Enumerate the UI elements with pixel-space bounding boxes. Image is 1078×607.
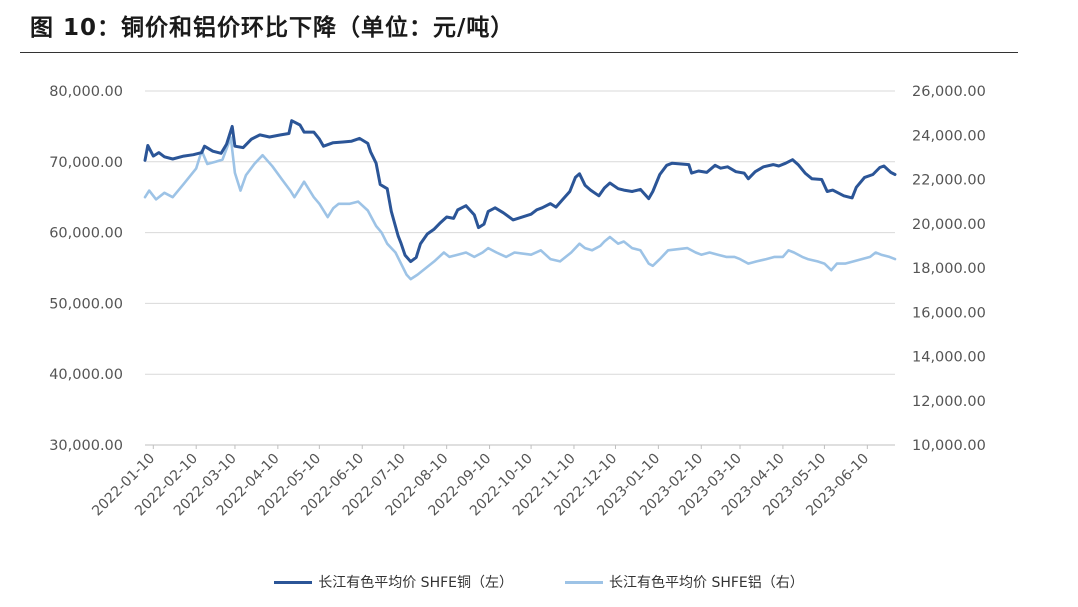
- legend-item-aluminum[interactable]: 长江有色平均价 SHFE铝（右）: [565, 572, 804, 592]
- series-lines: [143, 119, 897, 281]
- grid-lines: [145, 90, 895, 446]
- left-y-tick-label: 80,000.00: [49, 84, 123, 100]
- right-y-tick-label: 18,000.00: [912, 261, 986, 277]
- left-y-tick-label: 30,000.00: [49, 438, 123, 454]
- right-y-tick-label: 10,000.00: [912, 438, 986, 454]
- right-y-tick-label: 20,000.00: [912, 217, 986, 233]
- left-y-axis-labels: 30,000.00 40,000.00 50,000.00 60,000.00 70,0…: [49, 84, 123, 454]
- left-y-tick-label: 70,000.00: [49, 155, 123, 171]
- legend-label-copper: 长江有色平均价 SHFE铜（左）: [318, 575, 513, 591]
- x-axis: 2022-01-102022-02-102022-03-102022-04-10…: [89, 444, 895, 519]
- series-line-aluminum: [143, 136, 897, 281]
- left-y-tick-label: 40,000.00: [49, 367, 123, 383]
- right-y-tick-label: 26,000.00: [912, 84, 986, 100]
- legend-label-aluminum: 长江有色平均价 SHFE铝（右）: [609, 575, 804, 591]
- right-y-tick-label: 16,000.00: [912, 305, 986, 321]
- chart-legend: 长江有色平均价 SHFE铜（左） 长江有色平均价 SHFE铝（右）: [0, 572, 1078, 592]
- legend-swatch-aluminum: [565, 580, 603, 584]
- title-divider: [20, 52, 1018, 53]
- right-y-axis-labels: 10,000.00 12,000.00 14,000.00 16,000.00 18,0…: [912, 84, 986, 454]
- legend-swatch-copper: [274, 580, 313, 584]
- legend-item-copper[interactable]: 长江有色平均价 SHFE铜（左）: [274, 572, 513, 592]
- right-y-tick-label: 22,000.00: [912, 173, 986, 189]
- left-y-tick-label: 50,000.00: [49, 296, 123, 312]
- right-y-tick-label: 14,000.00: [912, 350, 986, 366]
- figure-title: 图 10：铜价和铝价环比下降（单位：元/吨）: [30, 15, 515, 41]
- right-y-tick-label: 12,000.00: [912, 394, 986, 410]
- series-line-copper: [143, 119, 897, 264]
- right-y-tick-label: 24,000.00: [912, 128, 986, 144]
- left-y-tick-label: 60,000.00: [49, 226, 123, 242]
